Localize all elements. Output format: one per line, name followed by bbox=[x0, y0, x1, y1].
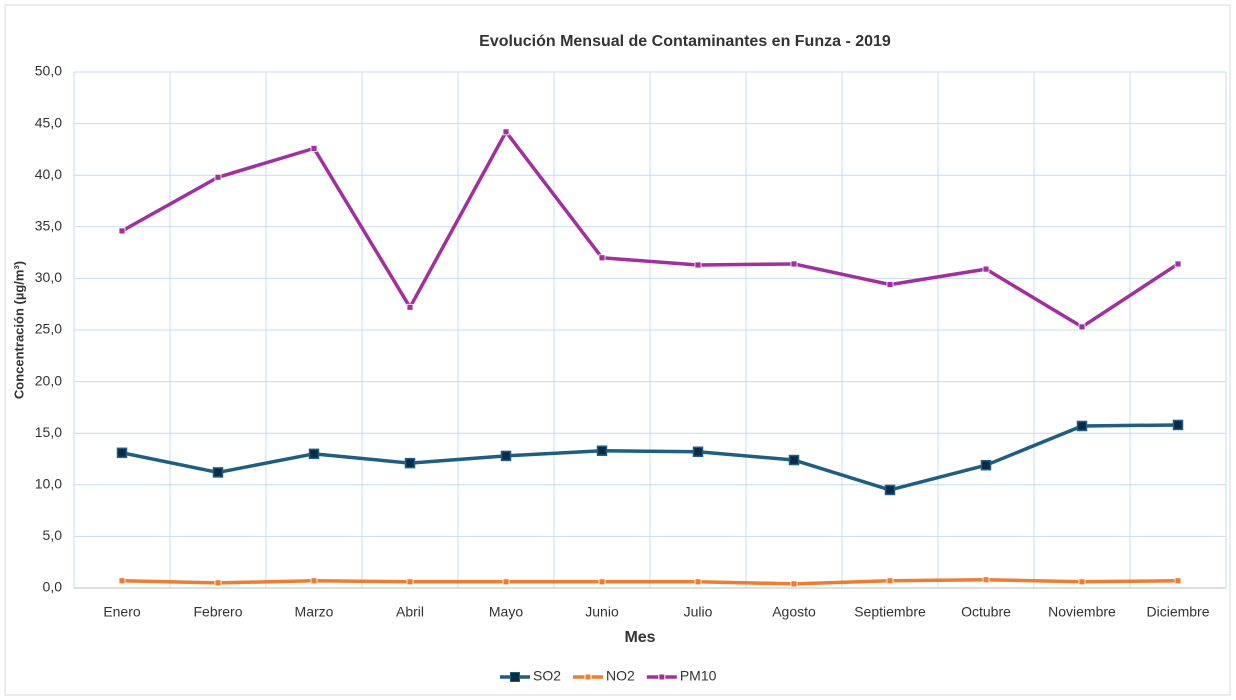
marker bbox=[886, 281, 894, 288]
x-tick-label: Febrero bbox=[193, 604, 242, 620]
x-tick-label: Marzo bbox=[295, 604, 334, 620]
marker bbox=[404, 457, 416, 469]
marker bbox=[982, 576, 990, 584]
legend-marker bbox=[510, 672, 520, 682]
marker bbox=[214, 173, 222, 181]
y-tick-label: 45,0 bbox=[35, 114, 62, 130]
y-tick-label: 25,0 bbox=[35, 321, 62, 337]
y-tick-label: 20,0 bbox=[35, 372, 62, 388]
x-tick-label: Octubre bbox=[961, 604, 1011, 620]
marker bbox=[980, 459, 992, 471]
y-axis-label: Concentración (µg/m³) bbox=[11, 261, 26, 399]
y-tick-label: 15,0 bbox=[35, 424, 62, 440]
chart-title: Evolución Mensual de Contaminantes en Fu… bbox=[479, 33, 891, 50]
marker bbox=[310, 144, 318, 152]
marker bbox=[118, 227, 126, 235]
legend-label: SO2 bbox=[533, 668, 561, 684]
y-tick-label: 0,0 bbox=[43, 579, 63, 595]
marker bbox=[790, 580, 798, 588]
x-tick-label: Diciembre bbox=[1146, 604, 1209, 620]
marker bbox=[1076, 420, 1088, 432]
legend-label: PM10 bbox=[680, 668, 717, 684]
marker bbox=[598, 254, 606, 262]
marker bbox=[694, 578, 702, 586]
x-tick-label: Septiembre bbox=[854, 604, 926, 620]
x-tick-label: Noviembre bbox=[1048, 604, 1116, 620]
marker bbox=[982, 265, 990, 273]
marker bbox=[310, 577, 318, 585]
x-tick-label: Junio bbox=[585, 604, 619, 620]
x-tick-label: Abril bbox=[396, 604, 424, 620]
legend-marker bbox=[584, 673, 592, 681]
marker bbox=[886, 577, 894, 585]
marker bbox=[692, 446, 704, 458]
marker bbox=[1174, 260, 1182, 268]
marker bbox=[790, 260, 798, 268]
x-tick-label: Mayo bbox=[489, 604, 523, 620]
y-tick-label: 30,0 bbox=[35, 269, 62, 285]
marker bbox=[308, 448, 320, 460]
y-tick-label: 10,0 bbox=[35, 476, 62, 492]
marker bbox=[598, 578, 606, 586]
marker bbox=[1172, 419, 1184, 431]
marker bbox=[406, 578, 414, 586]
x-tick-label: Agosto bbox=[772, 604, 816, 620]
marker bbox=[1174, 577, 1182, 585]
y-tick-label: 5,0 bbox=[43, 527, 63, 543]
marker bbox=[500, 450, 512, 462]
marker bbox=[694, 261, 702, 269]
y-tick-label: 50,0 bbox=[35, 63, 62, 79]
marker bbox=[788, 454, 800, 466]
x-axis-label: Mes bbox=[624, 629, 655, 646]
series-line bbox=[121, 577, 1179, 586]
marker bbox=[502, 128, 510, 136]
y-tick-label: 35,0 bbox=[35, 218, 62, 234]
legend-marker bbox=[658, 673, 666, 681]
chart-frame bbox=[4, 4, 1231, 696]
marker bbox=[118, 577, 126, 585]
y-tick-label: 40,0 bbox=[35, 166, 62, 182]
series-line bbox=[121, 130, 1179, 329]
marker bbox=[214, 579, 222, 587]
marker bbox=[884, 484, 896, 496]
x-tick-label: Enero bbox=[103, 604, 141, 620]
marker bbox=[1078, 578, 1086, 586]
marker bbox=[596, 445, 608, 456]
marker bbox=[502, 578, 510, 586]
marker bbox=[406, 303, 414, 311]
legend-label: NO2 bbox=[606, 668, 635, 684]
marker bbox=[212, 467, 224, 478]
marker bbox=[116, 447, 128, 459]
series-line bbox=[121, 423, 1179, 492]
x-tick-label: Julio bbox=[684, 604, 713, 620]
marker bbox=[1078, 323, 1086, 331]
